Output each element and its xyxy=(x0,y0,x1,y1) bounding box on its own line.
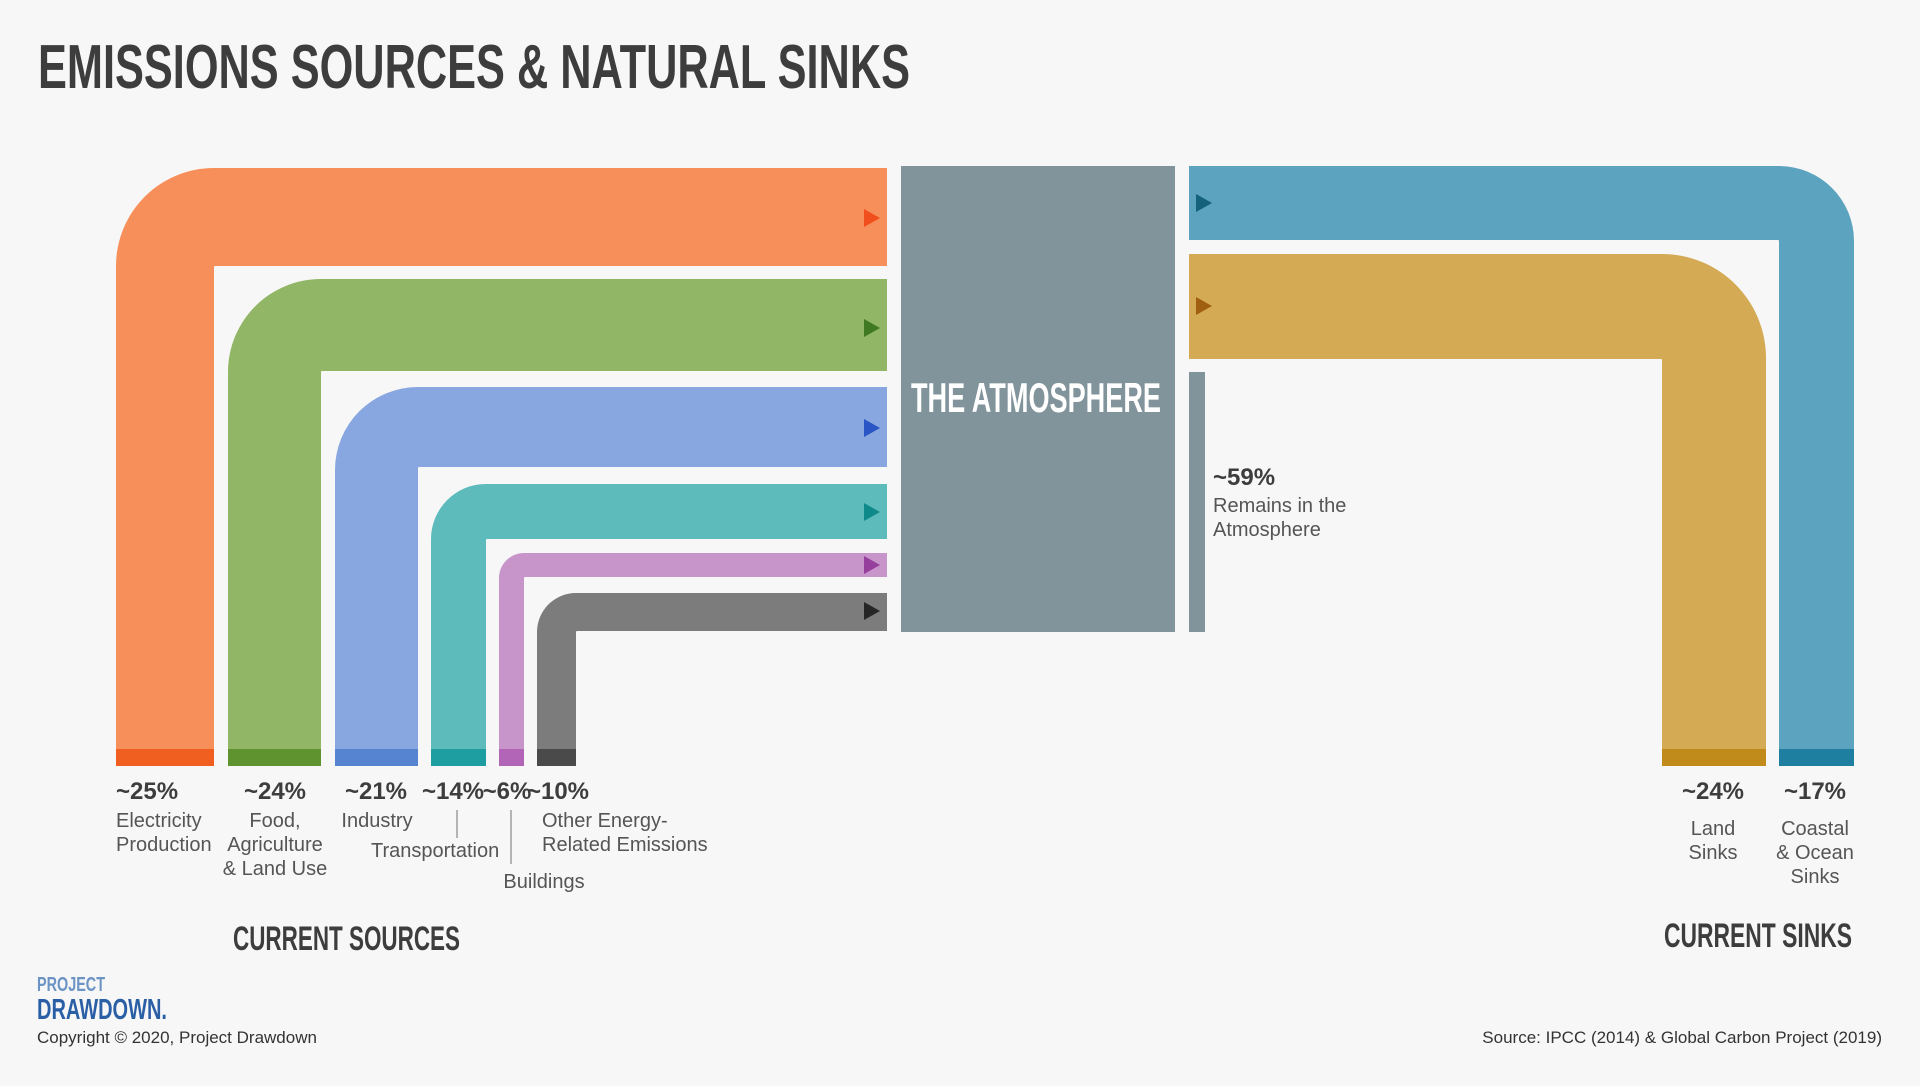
source-label-food: Agriculture xyxy=(227,834,323,856)
source-base-transportation xyxy=(431,749,486,766)
remains-pct: ~59% xyxy=(1213,464,1275,491)
source-band-other xyxy=(537,593,887,760)
source-base-other xyxy=(537,749,576,766)
source-bands xyxy=(116,168,887,766)
source-pct-food: ~24% xyxy=(244,778,306,805)
source-pct-other: ~10% xyxy=(527,778,589,805)
source-band-industry xyxy=(335,387,887,760)
sink-pct-land: ~24% xyxy=(1682,778,1744,805)
sink-label-coastal: Coastal xyxy=(1781,818,1849,840)
source-label-buildings: Buildings xyxy=(503,871,584,893)
sink-band-coastal xyxy=(1189,166,1854,760)
source-arrow-industry xyxy=(864,419,880,437)
logo-line1: PROJECT xyxy=(37,974,105,996)
page-title: EMISSIONS SOURCES & NATURAL SINKS xyxy=(38,33,910,102)
sink-label-land: Land xyxy=(1691,818,1736,840)
source-base-industry xyxy=(335,749,418,766)
source-arrow-electricity xyxy=(864,209,880,227)
source-pct-buildings: ~6% xyxy=(483,778,532,805)
source-label-food: Food, xyxy=(249,810,300,832)
source-pct-industry: ~21% xyxy=(345,778,407,805)
source-band-transportation xyxy=(431,484,887,760)
sink-label-coastal: & Ocean xyxy=(1776,842,1854,864)
source-arrow-transportation xyxy=(864,503,880,521)
source-citation: Source: IPCC (2014) & Global Carbon Proj… xyxy=(1482,1028,1882,1047)
remains-label-line2: Atmosphere xyxy=(1213,519,1321,541)
current-sinks-heading: CURRENT SINKS xyxy=(1664,917,1852,955)
source-label-other: Other Energy- xyxy=(542,810,668,832)
sink-pct-coastal: ~17% xyxy=(1784,778,1846,805)
source-arrow-other xyxy=(864,602,880,620)
source-label-electricity: Electricity xyxy=(116,810,202,832)
atmosphere-box xyxy=(901,166,1175,632)
sink-arrow-land xyxy=(1196,297,1212,315)
sink-label-coastal: Sinks xyxy=(1791,866,1840,888)
remains-label-line1: Remains in the xyxy=(1213,495,1346,517)
source-label-food: & Land Use xyxy=(223,858,328,880)
sink-label-land: Sinks xyxy=(1689,842,1738,864)
current-sources-heading: CURRENT SOURCES xyxy=(233,920,460,958)
source-pct-transportation: ~14% xyxy=(422,778,484,805)
source-label-industry: Industry xyxy=(341,810,412,832)
sink-base-coastal xyxy=(1779,749,1854,766)
logo-line2: DRAWDOWN. xyxy=(37,994,167,1026)
source-label-other: Related Emissions xyxy=(542,834,708,856)
sink-arrow-coastal xyxy=(1196,194,1212,212)
source-band-food xyxy=(228,279,887,760)
source-label-electricity: Production xyxy=(116,834,212,856)
source-arrow-food xyxy=(864,319,880,337)
source-label-transportation: Transportation xyxy=(371,840,499,862)
sink-bands xyxy=(1189,166,1854,766)
source-arrow-buildings xyxy=(864,556,880,574)
source-base-buildings xyxy=(499,749,524,766)
copyright-text: Copyright © 2020, Project Drawdown xyxy=(37,1028,317,1047)
sink-base-land xyxy=(1662,749,1766,766)
source-base-food xyxy=(228,749,321,766)
source-base-electricity xyxy=(116,749,214,766)
remains-bar xyxy=(1189,372,1205,632)
project-drawdown-logo: PROJECT DRAWDOWN. xyxy=(37,974,167,1026)
source-pct-electricity: ~25% xyxy=(116,778,178,805)
sink-band-land xyxy=(1189,254,1766,760)
atmosphere-label: THE ATMOSPHERE xyxy=(911,374,1161,421)
source-band-buildings xyxy=(499,553,887,760)
source-band-electricity xyxy=(116,168,887,760)
